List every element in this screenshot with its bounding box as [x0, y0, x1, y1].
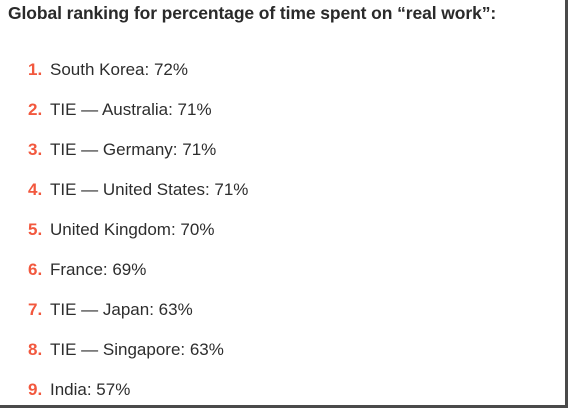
list-item: 3. TIE — Germany: 71%	[28, 130, 248, 170]
rank-number: 4.	[28, 180, 43, 199]
rank-text: South Korea: 72%	[50, 60, 188, 79]
rank-number: 8.	[28, 340, 43, 359]
rank-number: 6.	[28, 260, 43, 279]
rank-text: India: 57%	[50, 380, 131, 399]
rank-text: United Kingdom: 70%	[50, 220, 215, 239]
rank-number: 7.	[28, 300, 43, 319]
rank-number: 3.	[28, 140, 43, 159]
list-item: 5. United Kingdom: 70%	[28, 210, 248, 250]
rank-number: 9.	[28, 380, 43, 399]
rank-text: TIE — Japan: 63%	[50, 300, 193, 319]
rank-number: 1.	[28, 60, 43, 79]
page-title: Global ranking for percentage of time sp…	[8, 3, 497, 23]
rank-text: France: 69%	[50, 260, 147, 279]
rank-text: TIE — United States: 71%	[50, 180, 249, 199]
list-item: 4. TIE — United States: 71%	[28, 170, 248, 210]
list-item: 7. TIE — Japan: 63%	[28, 290, 248, 330]
rank-text: TIE — Australia: 71%	[50, 100, 212, 119]
ranking-list: 1. South Korea: 72% 2. TIE — Australia: …	[28, 50, 248, 410]
list-item: 6. France: 69%	[28, 250, 248, 290]
list-item: 2. TIE — Australia: 71%	[28, 90, 248, 130]
list-item: 9. India: 57%	[28, 370, 248, 410]
rank-number: 2.	[28, 100, 43, 119]
rank-text: TIE — Germany: 71%	[50, 140, 217, 159]
rank-text: TIE — Singapore: 63%	[50, 340, 224, 359]
list-item: 8. TIE — Singapore: 63%	[28, 330, 248, 370]
rank-number: 5.	[28, 220, 43, 239]
list-item: 1. South Korea: 72%	[28, 50, 248, 90]
